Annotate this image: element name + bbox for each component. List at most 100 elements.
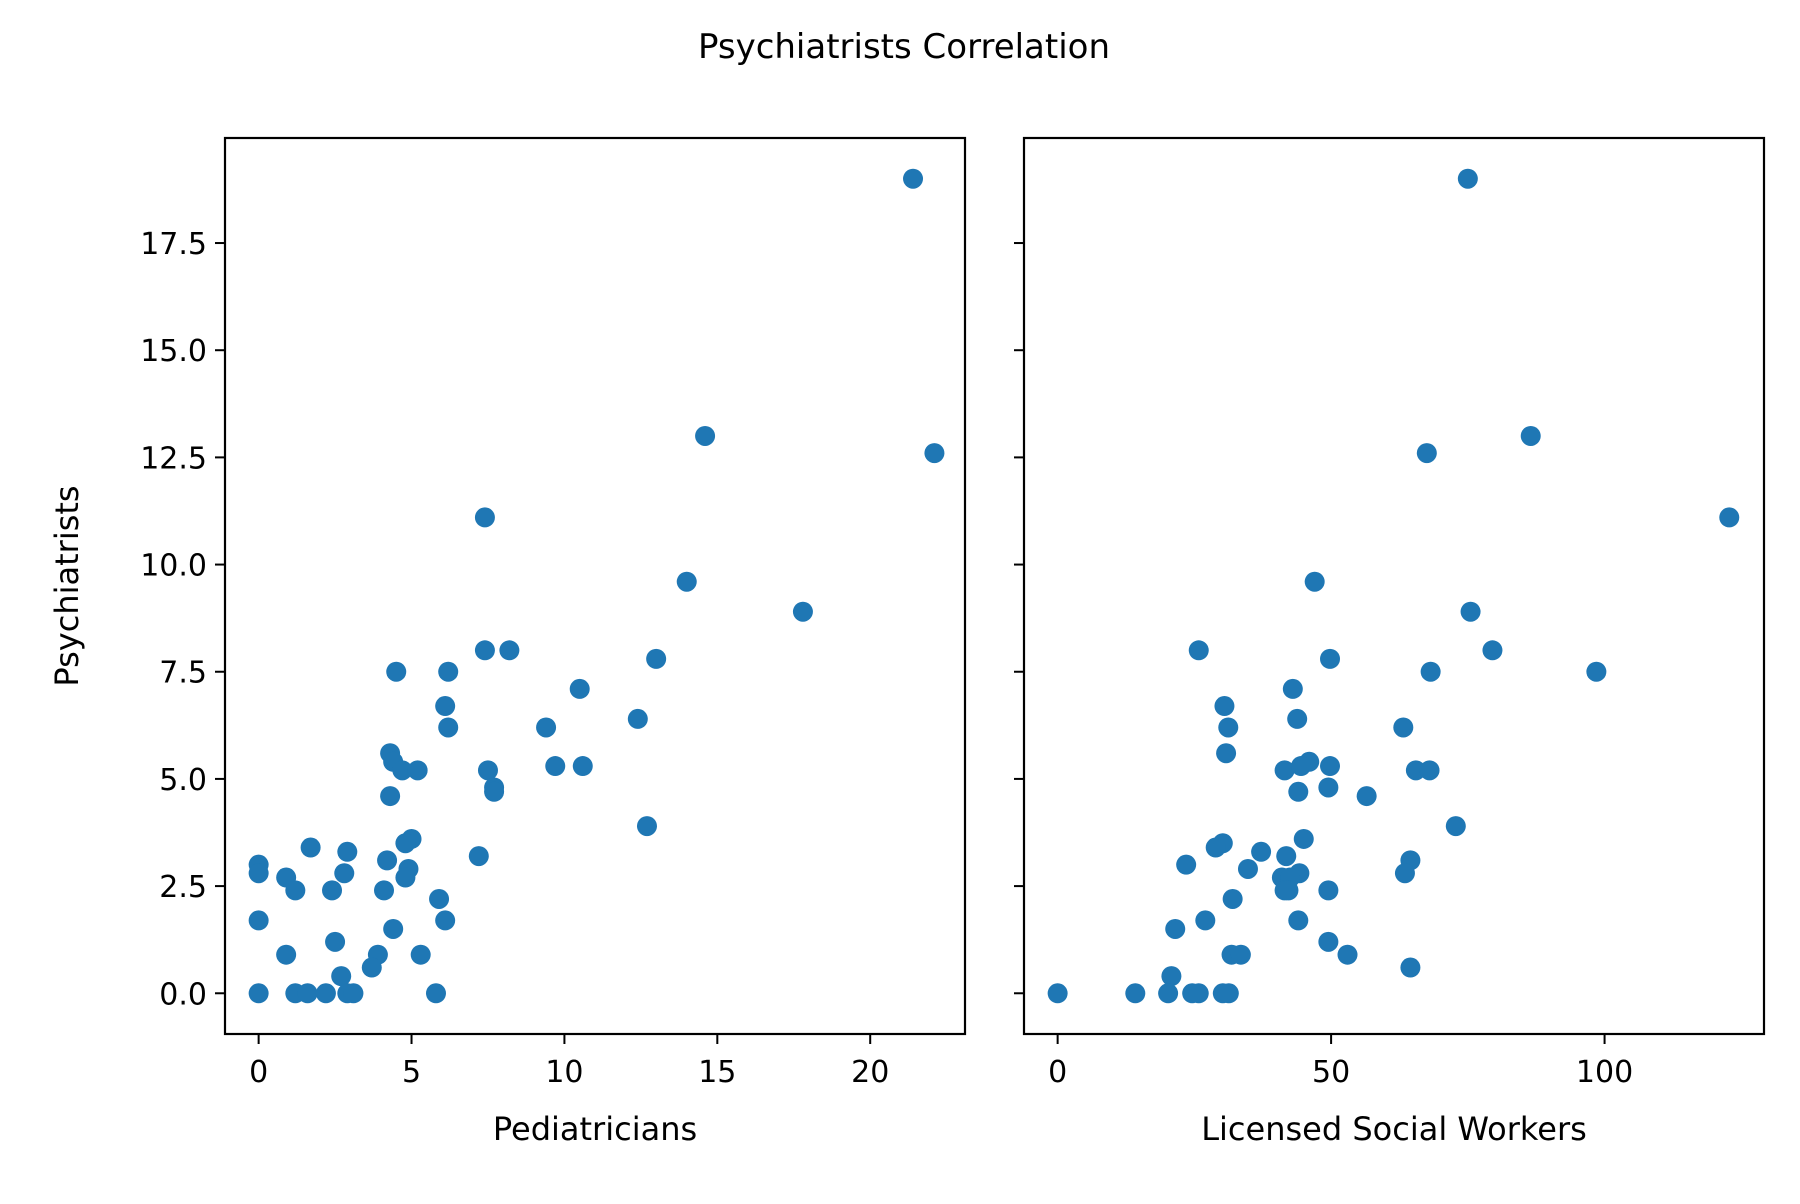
- data-point: [1161, 966, 1182, 987]
- data-point: [438, 717, 459, 738]
- data-point: [1276, 846, 1297, 867]
- data-point: [792, 601, 813, 622]
- data-point: [1445, 816, 1466, 837]
- data-point: [407, 760, 428, 781]
- axes-frame: [1022, 136, 1766, 1036]
- data-point: [1214, 696, 1235, 717]
- data-point: [1320, 648, 1341, 669]
- data-point: [1047, 983, 1068, 1004]
- data-point: [1318, 931, 1339, 952]
- data-point: [499, 640, 520, 661]
- data-point: [1222, 888, 1243, 909]
- data-point: [676, 571, 697, 592]
- data-point: [1218, 717, 1239, 738]
- data-point: [1288, 781, 1309, 802]
- data-point: [1237, 858, 1258, 879]
- data-point: [484, 781, 505, 802]
- y-tick-label: 2.5: [159, 870, 207, 905]
- data-point: [425, 983, 446, 1004]
- data-point: [1405, 760, 1426, 781]
- y-axis-label: Psychiatrists: [48, 485, 86, 686]
- data-point: [1188, 983, 1209, 1004]
- data-point: [248, 910, 269, 931]
- data-point: [438, 661, 459, 682]
- x-tick-label: 0: [249, 1055, 268, 1090]
- y-tick-label: 5.0: [159, 763, 207, 798]
- data-point: [392, 760, 413, 781]
- data-point: [646, 648, 667, 669]
- data-point: [695, 425, 716, 446]
- data-point: [903, 168, 924, 189]
- data-point: [1416, 443, 1437, 464]
- data-point: [924, 443, 945, 464]
- x-axis-label: Licensed Social Workers: [1201, 1110, 1587, 1148]
- data-point: [276, 944, 297, 965]
- data-point: [468, 846, 489, 867]
- x-tick-label: 15: [698, 1055, 736, 1090]
- data-point: [380, 786, 401, 807]
- data-point: [569, 678, 590, 699]
- data-point: [1293, 828, 1314, 849]
- data-point: [1356, 786, 1377, 807]
- data-point: [1304, 571, 1325, 592]
- data-point: [1320, 756, 1341, 777]
- data-point: [1420, 661, 1441, 682]
- data-point: [536, 717, 557, 738]
- panel-licensed-social-workers: 0 50 100 Licensed Social Workers: [1014, 136, 1766, 1148]
- data-point: [1520, 425, 1541, 446]
- data-point: [315, 983, 336, 1004]
- data-point: [1205, 837, 1226, 858]
- data-point: [474, 640, 495, 661]
- x-tick-label: 10: [545, 1055, 583, 1090]
- data-point: [429, 888, 450, 909]
- data-point: [1288, 910, 1309, 931]
- data-point: [337, 841, 358, 862]
- x-axis-label: Pediatricians: [493, 1110, 697, 1148]
- y-tick-label: 15.0: [140, 334, 207, 369]
- data-point: [1274, 760, 1295, 781]
- data-point: [248, 863, 269, 884]
- y-tick-label: 0.0: [159, 977, 207, 1012]
- data-point: [1125, 983, 1146, 1004]
- data-point: [474, 507, 495, 528]
- data-point: [334, 863, 355, 884]
- data-point: [1165, 918, 1186, 939]
- data-point: [285, 880, 306, 901]
- y-tick-label: 17.5: [140, 227, 207, 262]
- y-tick-label: 10.0: [140, 549, 207, 584]
- data-point: [1318, 777, 1339, 798]
- data-point: [331, 966, 352, 987]
- data-point: [477, 760, 498, 781]
- x-tick-label: 0: [1048, 1055, 1067, 1090]
- data-point: [374, 880, 395, 901]
- data-point: [297, 983, 318, 1004]
- panel-pediatricians: 0 5 10 15 20 0.0 2.5 5.0 7.5 10.0 12.5 15.0 17.5 Pedi…: [48, 136, 967, 1148]
- x-tick-label: 50: [1312, 1055, 1350, 1090]
- data-point: [325, 931, 346, 952]
- data-point: [1400, 957, 1421, 978]
- data-point: [248, 983, 269, 1004]
- data-point: [1394, 863, 1415, 884]
- data-point: [636, 816, 657, 837]
- y-tick-label: 12.5: [140, 441, 207, 476]
- data-point: [395, 867, 416, 888]
- data-point: [395, 833, 416, 854]
- data-point: [1216, 743, 1237, 764]
- data-point: [322, 880, 343, 901]
- data-point: [361, 957, 382, 978]
- data-point: [435, 696, 456, 717]
- data-point: [1460, 601, 1481, 622]
- data-point: [1482, 640, 1503, 661]
- data-point: [545, 756, 566, 777]
- data-point: [1282, 678, 1303, 699]
- data-point: [1158, 983, 1179, 1004]
- x-tick-label: 100: [1576, 1055, 1633, 1090]
- data-point: [343, 983, 364, 1004]
- data-point: [1188, 640, 1209, 661]
- data-point: [435, 910, 456, 931]
- y-tick-label: 7.5: [159, 656, 207, 691]
- data-point: [1176, 854, 1197, 875]
- data-point: [1318, 880, 1339, 901]
- data-point: [627, 708, 648, 729]
